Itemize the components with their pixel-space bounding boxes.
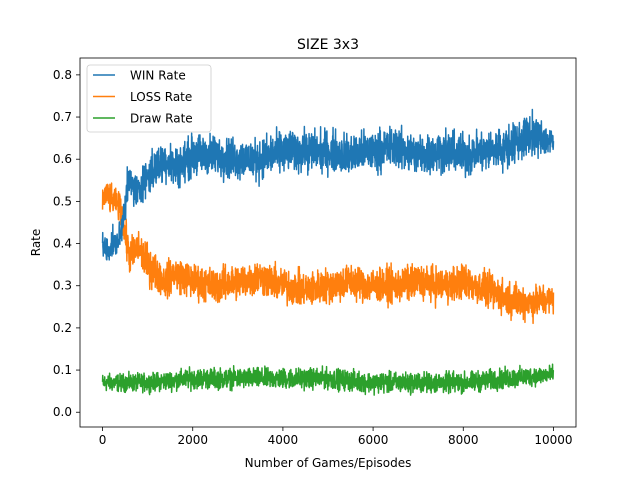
x-axis-label: Number of Games/Episodes — [245, 456, 412, 470]
y-tick-label: 0.8 — [53, 68, 72, 82]
legend-label-1: LOSS Rate — [130, 90, 192, 104]
y-tick-label: 0.3 — [53, 279, 72, 293]
y-tick-label: 0.4 — [53, 237, 72, 251]
y-tick-label: 0.6 — [53, 152, 72, 166]
y-tick-label: 0.5 — [53, 194, 72, 208]
legend-label-2: Draw Rate — [130, 112, 193, 126]
legend: WIN Rate LOSS Rate Draw Rate — [86, 64, 212, 133]
x-tick-label: 10000 — [534, 433, 572, 447]
series-line-2 — [101, 363, 555, 396]
plot-frame — [79, 57, 577, 428]
y-axis: 0.0 0.1 0.2 0.3 0.4 0.5 0.6 0.7 0.8 — [53, 68, 80, 419]
x-axis: 0 2000 4000 6000 8000 10000 — [99, 427, 573, 447]
series-line-1 — [101, 182, 555, 325]
x-tick-label: 2000 — [177, 433, 208, 447]
y-tick-label: 0.7 — [53, 110, 72, 124]
chart-title: SIZE 3x3 — [297, 37, 359, 53]
legend-label-0: WIN Rate — [130, 69, 186, 83]
series-layer — [101, 108, 555, 396]
y-tick-label: 0.2 — [53, 321, 72, 335]
series-line-0 — [101, 108, 555, 261]
y-tick-label: 0.1 — [53, 363, 72, 377]
x-tick-label: 4000 — [268, 433, 299, 447]
x-tick-label: 6000 — [358, 433, 389, 447]
y-axis-label: Rate — [29, 229, 43, 257]
x-tick-label: 0 — [99, 433, 107, 447]
y-tick-label: 0.0 — [53, 405, 72, 419]
legend-box — [86, 64, 212, 133]
x-tick-label: 8000 — [448, 433, 479, 447]
